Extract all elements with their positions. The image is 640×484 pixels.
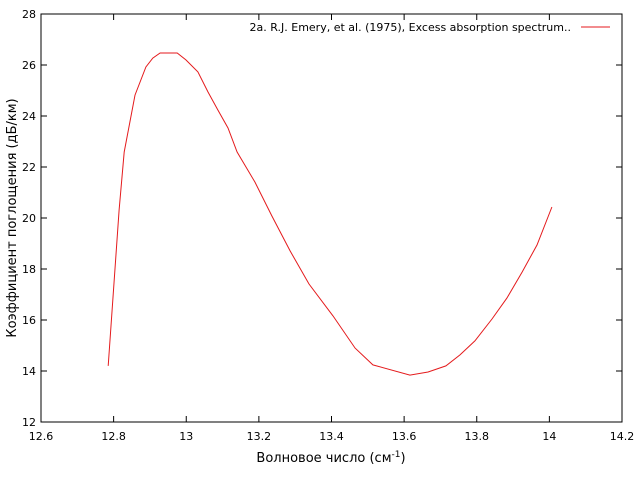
y-tick-label: 24 (22, 110, 36, 123)
y-tick-label: 18 (22, 263, 36, 276)
y-tick-label: 20 (22, 212, 36, 225)
x-tick-label: 12.6 (29, 430, 54, 443)
y-tick-label: 26 (22, 59, 36, 72)
x-tick-label: 14.2 (610, 430, 635, 443)
y-tick-label: 28 (22, 8, 36, 21)
y-tick-label: 16 (22, 314, 36, 327)
x-axis-label: Волновое число (см-1) (256, 450, 405, 466)
x-tick-label: 13 (179, 430, 193, 443)
x-tick-label: 12.8 (101, 430, 126, 443)
y-tick-label: 12 (22, 416, 36, 429)
x-tick-label: 13.2 (247, 430, 272, 443)
x-tick-label: 13.8 (465, 430, 490, 443)
data-line (107, 52, 553, 376)
y-tick-label: 22 (22, 161, 36, 174)
plot-border (40, 13, 623, 423)
x-tick-label: 13.6 (392, 430, 417, 443)
y-tick-label: 14 (22, 365, 36, 378)
y-axis-label: Коэффициент поглощения (дБ/км) (5, 98, 20, 337)
x-label-suffix: ) (400, 451, 405, 466)
x-label-text: Волновое число (см (256, 451, 391, 466)
x-tick-label: 14 (542, 430, 556, 443)
x-label-sup: -1 (392, 450, 401, 460)
x-tick-label: 13.4 (319, 430, 344, 443)
legend-label: 2a. R.J. Emery, et al. (1975), Excess ab… (250, 21, 571, 34)
